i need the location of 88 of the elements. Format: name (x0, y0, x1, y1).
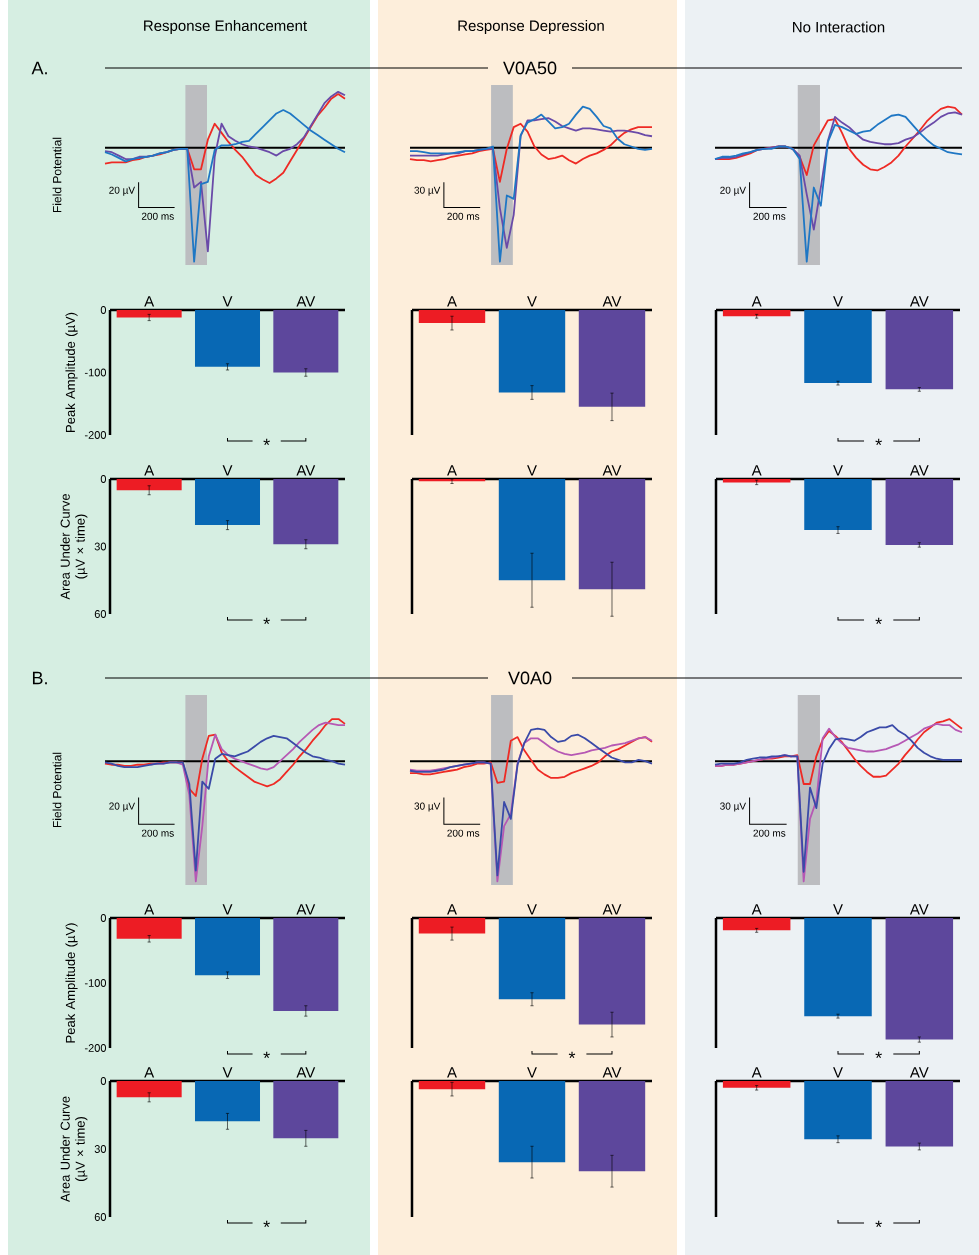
chart-title: No Interaction (793, 21, 885, 33)
x-tick-label: AV (602, 904, 622, 915)
x-tick-label: V (833, 296, 843, 307)
x-tick-label: V (222, 1067, 233, 1078)
y-tick-label: 30 (94, 1145, 107, 1153)
x-tick-label: A (751, 904, 762, 915)
y-tick-label: 60 (94, 610, 107, 618)
y-tick-label: 0 (100, 1077, 107, 1085)
text: * (875, 1220, 882, 1228)
annotation: 200 ms (753, 212, 786, 220)
x-tick-label: AV (296, 1067, 316, 1078)
x-tick-label: AV (909, 465, 929, 476)
bar (116, 479, 182, 491)
annotation: 200 ms (141, 212, 174, 220)
x-tick-label: A (144, 904, 155, 915)
y-axis-title: Area Under Curve (µV × time) (60, 1096, 88, 1203)
annotation: 30 µV (720, 802, 746, 812)
x-tick-label: V (222, 904, 233, 915)
text: B. (32, 671, 47, 685)
x-tick-label: V (527, 296, 537, 307)
y-tick-label: -100 (84, 368, 107, 377)
text: * (875, 438, 882, 446)
x-tick-label: A (447, 465, 457, 476)
y-tick-label: 60 (94, 1213, 107, 1221)
y-tick-label: -100 (84, 979, 107, 987)
x-tick-label: A (144, 465, 155, 476)
x-tick-label: A (751, 1067, 762, 1078)
y-tick-label: -200 (84, 1044, 107, 1052)
text: A. (31, 61, 47, 75)
annotation: 30 µV (414, 186, 441, 196)
text: * (875, 1051, 882, 1059)
annotation: 200 ms (141, 829, 174, 837)
y-axis-title: Peak Amplitude (µV) (65, 923, 78, 1043)
x-tick-label: V (833, 904, 843, 915)
text: * (263, 617, 270, 625)
x-tick-label: A (447, 296, 457, 307)
bar (273, 1081, 339, 1139)
x-tick-label: V (833, 1067, 843, 1078)
chart-title: Response Depression (458, 20, 604, 34)
annotation: 200 ms (447, 212, 480, 220)
x-tick-label: AV (602, 465, 622, 476)
x-tick-label: V (222, 465, 233, 476)
bar (194, 479, 261, 526)
annotation: 20 µV (109, 802, 136, 812)
y-tick-label: 30 (94, 542, 107, 551)
y-axis-title: Area Under Curve (µV × time) (60, 494, 88, 600)
x-tick-label: V (527, 465, 537, 476)
x-tick-label: A (144, 1067, 155, 1078)
x-tick-label: AV (909, 296, 929, 307)
y-tick-label: 0 (100, 914, 107, 922)
y-axis-title: Peak Amplitude (µV) (65, 312, 78, 432)
y-tick-label: 0 (100, 306, 107, 314)
x-tick-label: A (751, 465, 762, 476)
x-tick-label: V (833, 465, 843, 476)
annotation: 30 µV (414, 802, 441, 812)
x-tick-label: V (527, 904, 537, 915)
text: * (875, 617, 882, 625)
text: V0A0 (508, 671, 552, 685)
text: * (263, 1051, 270, 1059)
annotation: 20 µV (720, 186, 746, 196)
bar (273, 479, 339, 545)
x-tick-label: V (222, 296, 233, 307)
text: V0A50 (503, 61, 557, 75)
chart-title: Response Enhancement (144, 20, 307, 34)
x-tick-label: AV (296, 904, 316, 915)
x-tick-label: AV (909, 1067, 929, 1078)
bar (194, 1081, 261, 1122)
annotation: 200 ms (447, 829, 480, 837)
x-tick-label: AV (296, 296, 316, 307)
x-tick-label: A (447, 904, 457, 915)
x-tick-label: AV (909, 904, 929, 915)
annotation: 20 µV (109, 186, 136, 196)
x-tick-label: V (527, 1067, 537, 1078)
y-tick-label: 0 (100, 475, 107, 483)
x-tick-label: A (144, 296, 155, 307)
x-tick-label: A (447, 1067, 457, 1078)
y-tick-label: -200 (84, 431, 107, 439)
annotation: 200 ms (753, 829, 786, 837)
x-tick-label: A (751, 296, 762, 307)
y-axis-title: Field Potential (52, 752, 62, 828)
text: * (263, 438, 270, 446)
text: * (568, 1051, 576, 1059)
text: * (263, 1220, 270, 1228)
x-tick-label: AV (602, 1067, 622, 1078)
x-tick-label: AV (296, 465, 316, 476)
x-tick-label: AV (602, 296, 622, 307)
bar (116, 1081, 182, 1098)
y-axis-title: Field Potential (52, 137, 62, 213)
